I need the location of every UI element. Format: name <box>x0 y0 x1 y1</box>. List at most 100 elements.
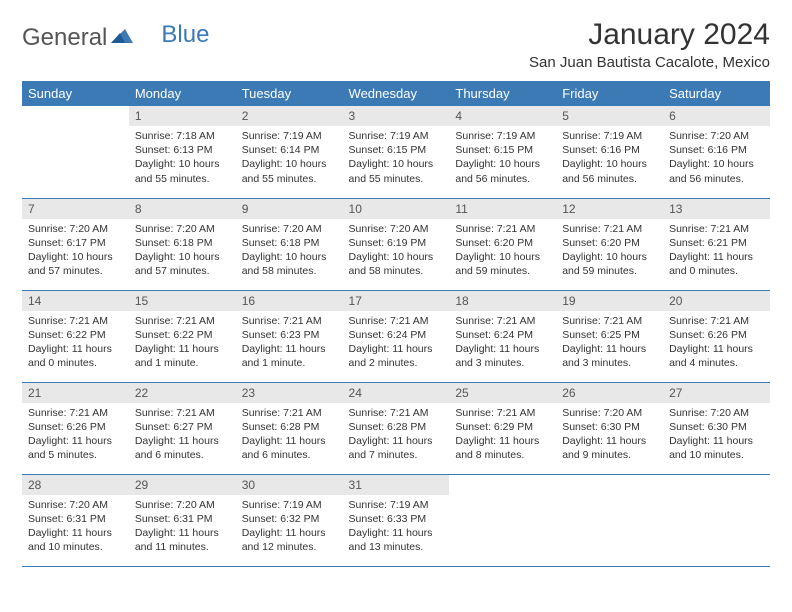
day-number: 14 <box>22 291 129 311</box>
calendar-cell: 17Sunrise: 7:21 AMSunset: 6:24 PMDayligh… <box>343 290 450 382</box>
sunset-text: Sunset: 6:15 PM <box>455 143 550 157</box>
weekday-header: Sunday <box>22 81 129 106</box>
day-number: 30 <box>236 475 343 495</box>
sunrise-text: Sunrise: 7:21 AM <box>135 314 230 328</box>
sunset-text: Sunset: 6:16 PM <box>669 143 764 157</box>
calendar-cell: 18Sunrise: 7:21 AMSunset: 6:24 PMDayligh… <box>449 290 556 382</box>
sunset-text: Sunset: 6:15 PM <box>349 143 444 157</box>
sunset-text: Sunset: 6:27 PM <box>135 420 230 434</box>
day-body: Sunrise: 7:21 AMSunset: 6:20 PMDaylight:… <box>556 219 663 284</box>
weekday-header: Thursday <box>449 81 556 106</box>
daylight-text: Daylight: 10 hours and 59 minutes. <box>562 250 657 278</box>
day-number: 6 <box>663 106 770 126</box>
calendar-row: 14Sunrise: 7:21 AMSunset: 6:22 PMDayligh… <box>22 290 770 382</box>
daylight-text: Daylight: 11 hours and 5 minutes. <box>28 434 123 462</box>
sunrise-text: Sunrise: 7:20 AM <box>349 222 444 236</box>
day-body: Sunrise: 7:21 AMSunset: 6:24 PMDaylight:… <box>449 311 556 376</box>
daylight-text: Daylight: 11 hours and 0 minutes. <box>28 342 123 370</box>
logo: General Blue <box>22 18 209 52</box>
day-number: 2 <box>236 106 343 126</box>
sunrise-text: Sunrise: 7:21 AM <box>455 406 550 420</box>
daylight-text: Daylight: 11 hours and 7 minutes. <box>349 434 444 462</box>
day-body: Sunrise: 7:19 AMSunset: 6:16 PMDaylight:… <box>556 126 663 191</box>
day-number: 25 <box>449 383 556 403</box>
day-number: 26 <box>556 383 663 403</box>
sunset-text: Sunset: 6:24 PM <box>349 328 444 342</box>
sunrise-text: Sunrise: 7:20 AM <box>669 129 764 143</box>
sunrise-text: Sunrise: 7:21 AM <box>455 222 550 236</box>
calendar-cell: 6 Sunrise: 7:20 AMSunset: 6:16 PMDaylight… <box>663 106 770 198</box>
sunrise-text: Sunrise: 7:20 AM <box>669 406 764 420</box>
calendar-page: General Blue January 2024 San Juan Bauti… <box>0 0 792 585</box>
sunrise-text: Sunrise: 7:21 AM <box>349 406 444 420</box>
sunset-text: Sunset: 6:31 PM <box>28 512 123 526</box>
sunset-text: Sunset: 6:16 PM <box>562 143 657 157</box>
calendar-cell: 16Sunrise: 7:21 AMSunset: 6:23 PMDayligh… <box>236 290 343 382</box>
calendar-table: SundayMondayTuesdayWednesdayThursdayFrid… <box>22 81 770 567</box>
day-body: Sunrise: 7:21 AMSunset: 6:27 PMDaylight:… <box>129 403 236 468</box>
calendar-cell: 11Sunrise: 7:21 AMSunset: 6:20 PMDayligh… <box>449 198 556 290</box>
sunrise-text: Sunrise: 7:20 AM <box>135 498 230 512</box>
sunrise-text: Sunrise: 7:19 AM <box>562 129 657 143</box>
day-body: Sunrise: 7:21 AMSunset: 6:24 PMDaylight:… <box>343 311 450 376</box>
daylight-text: Daylight: 10 hours and 56 minutes. <box>562 157 657 185</box>
sunrise-text: Sunrise: 7:21 AM <box>562 222 657 236</box>
day-body: Sunrise: 7:21 AMSunset: 6:28 PMDaylight:… <box>236 403 343 468</box>
sunset-text: Sunset: 6:13 PM <box>135 143 230 157</box>
calendar-cell: 4Sunrise: 7:19 AMSunset: 6:15 PMDaylight… <box>449 106 556 198</box>
sunset-text: Sunset: 6:20 PM <box>562 236 657 250</box>
day-body: Sunrise: 7:18 AMSunset: 6:13 PMDaylight:… <box>129 126 236 191</box>
day-body: Sunrise: 7:20 AMSunset: 6:31 PMDaylight:… <box>22 495 129 560</box>
calendar-cell: 13Sunrise: 7:21 AMSunset: 6:21 PMDayligh… <box>663 198 770 290</box>
day-body: Sunrise: 7:20 AMSunset: 6:17 PMDaylight:… <box>22 219 129 284</box>
daylight-text: Daylight: 11 hours and 6 minutes. <box>242 434 337 462</box>
day-number: 28 <box>22 475 129 495</box>
day-body: Sunrise: 7:20 AMSunset: 6:30 PMDaylight:… <box>663 403 770 468</box>
day-number: 3 <box>343 106 450 126</box>
calendar-cell: 2Sunrise: 7:19 AMSunset: 6:14 PMDaylight… <box>236 106 343 198</box>
day-body: Sunrise: 7:21 AMSunset: 6:28 PMDaylight:… <box>343 403 450 468</box>
calendar-cell: 14Sunrise: 7:21 AMSunset: 6:22 PMDayligh… <box>22 290 129 382</box>
daylight-text: Daylight: 11 hours and 4 minutes. <box>669 342 764 370</box>
daylight-text: Daylight: 10 hours and 57 minutes. <box>28 250 123 278</box>
sunset-text: Sunset: 6:26 PM <box>28 420 123 434</box>
day-body: Sunrise: 7:20 AMSunset: 6:31 PMDaylight:… <box>129 495 236 560</box>
sunrise-text: Sunrise: 7:20 AM <box>242 222 337 236</box>
sunset-text: Sunset: 6:19 PM <box>349 236 444 250</box>
day-number: 9 <box>236 199 343 219</box>
calendar-body: 1Sunrise: 7:18 AMSunset: 6:13 PMDaylight… <box>22 106 770 566</box>
logo-triangle-icon <box>111 27 133 50</box>
sunrise-text: Sunrise: 7:21 AM <box>135 406 230 420</box>
weekday-header: Wednesday <box>343 81 450 106</box>
sunrise-text: Sunrise: 7:21 AM <box>349 314 444 328</box>
sunrise-text: Sunrise: 7:19 AM <box>455 129 550 143</box>
sunset-text: Sunset: 6:18 PM <box>242 236 337 250</box>
calendar-cell: 19Sunrise: 7:21 AMSunset: 6:25 PMDayligh… <box>556 290 663 382</box>
daylight-text: Daylight: 10 hours and 56 minutes. <box>669 157 764 185</box>
day-body: Sunrise: 7:19 AMSunset: 6:32 PMDaylight:… <box>236 495 343 560</box>
daylight-text: Daylight: 11 hours and 9 minutes. <box>562 434 657 462</box>
location: San Juan Bautista Cacalote, Mexico <box>529 54 770 71</box>
calendar-cell: 22Sunrise: 7:21 AMSunset: 6:27 PMDayligh… <box>129 382 236 474</box>
day-body: Sunrise: 7:21 AMSunset: 6:22 PMDaylight:… <box>22 311 129 376</box>
day-number: 23 <box>236 383 343 403</box>
logo-text-1: General <box>22 24 107 52</box>
day-number: 15 <box>129 291 236 311</box>
daylight-text: Daylight: 10 hours and 56 minutes. <box>455 157 550 185</box>
daylight-text: Daylight: 11 hours and 10 minutes. <box>669 434 764 462</box>
day-body: Sunrise: 7:21 AMSunset: 6:26 PMDaylight:… <box>22 403 129 468</box>
day-number: 7 <box>22 199 129 219</box>
day-body: Sunrise: 7:21 AMSunset: 6:20 PMDaylight:… <box>449 219 556 284</box>
calendar-cell: 3Sunrise: 7:19 AMSunset: 6:15 PMDaylight… <box>343 106 450 198</box>
day-body: Sunrise: 7:19 AMSunset: 6:14 PMDaylight:… <box>236 126 343 191</box>
sunrise-text: Sunrise: 7:21 AM <box>28 406 123 420</box>
logo-text-2: Blue <box>161 21 209 49</box>
title-block: January 2024 San Juan Bautista Cacalote,… <box>529 18 770 71</box>
sunset-text: Sunset: 6:18 PM <box>135 236 230 250</box>
day-body: Sunrise: 7:20 AMSunset: 6:30 PMDaylight:… <box>556 403 663 468</box>
calendar-cell: 9Sunrise: 7:20 AMSunset: 6:18 PMDaylight… <box>236 198 343 290</box>
daylight-text: Daylight: 10 hours and 55 minutes. <box>242 157 337 185</box>
calendar-cell <box>449 474 556 566</box>
calendar-cell <box>556 474 663 566</box>
day-number: 13 <box>663 199 770 219</box>
